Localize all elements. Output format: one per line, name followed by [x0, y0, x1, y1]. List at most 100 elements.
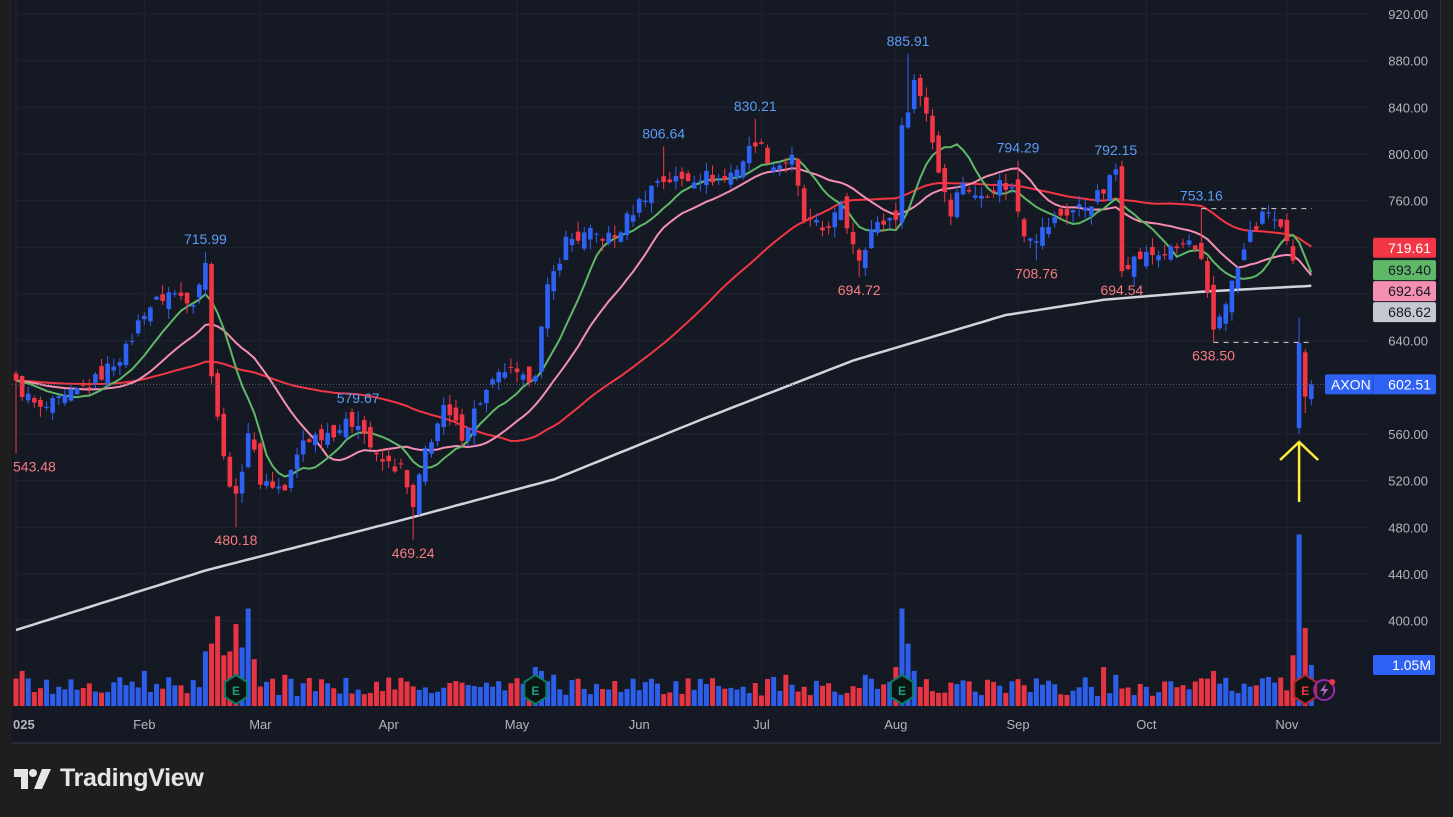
time-axis-label: Apr — [379, 717, 400, 732]
candle — [1260, 206, 1265, 226]
time-axis-label: Mar — [249, 717, 272, 732]
candle-body — [1260, 211, 1265, 224]
candle-body — [135, 320, 141, 334]
candle-body — [1015, 179, 1021, 212]
earnings-marker[interactable]: E — [223, 673, 248, 706]
candle-body — [667, 179, 673, 183]
time-axis-label: Nov — [1275, 717, 1299, 732]
earnings-marker[interactable]: E — [1293, 673, 1318, 706]
notification-dot-icon — [1329, 679, 1336, 685]
candle — [184, 292, 190, 314]
candle-body — [661, 176, 666, 183]
volume-bar — [905, 643, 911, 706]
volume-bar — [1223, 677, 1229, 706]
volume-bar — [447, 682, 453, 706]
candle-body — [679, 171, 685, 179]
volume-bar — [612, 681, 618, 706]
candle — [313, 432, 318, 453]
volume-bar — [196, 687, 202, 706]
candle — [1027, 237, 1033, 248]
volume-bar — [1284, 690, 1290, 706]
candle-body — [258, 443, 263, 485]
candle — [190, 303, 196, 314]
candle-body — [801, 188, 807, 221]
candle-body — [728, 172, 734, 185]
volume-bar — [826, 683, 832, 706]
volume-bar — [282, 674, 288, 706]
candle — [1095, 184, 1100, 205]
volume-bar — [624, 688, 630, 706]
volume-bar — [875, 688, 881, 706]
candle-body — [771, 167, 776, 172]
ma-price-tag-bg — [1373, 237, 1436, 258]
volume-bar — [1204, 678, 1210, 706]
candle-body — [93, 374, 98, 383]
candle — [624, 210, 630, 240]
candle — [68, 385, 74, 402]
volume-bar — [508, 683, 514, 706]
volume-bar — [862, 674, 868, 706]
candle-body — [300, 440, 306, 455]
volume-bar — [667, 692, 673, 706]
candle-body — [1272, 219, 1277, 221]
volume-bar — [68, 679, 74, 706]
earnings-icon — [523, 673, 548, 706]
candle — [594, 232, 599, 243]
volume-bar — [239, 647, 245, 706]
volume-bar — [648, 678, 654, 706]
candle — [765, 144, 770, 164]
price-tick-label: 840.00 — [1388, 100, 1428, 115]
volume-bar — [1076, 687, 1082, 706]
volume-bar — [386, 677, 392, 706]
candle-body — [649, 185, 654, 203]
candle-body — [19, 375, 25, 397]
candle — [661, 146, 666, 190]
volume-bar — [1229, 690, 1235, 706]
candle-body — [111, 366, 117, 371]
earnings-marker[interactable]: E — [523, 673, 548, 706]
candle-body — [1113, 169, 1119, 175]
candle — [386, 448, 392, 468]
volume-bar — [545, 681, 551, 706]
candle — [948, 193, 954, 226]
candle-body — [1217, 316, 1222, 329]
candle-body — [203, 262, 208, 290]
candle-body — [539, 326, 544, 372]
volume-bar — [1296, 534, 1302, 706]
volume-bar — [661, 694, 667, 706]
volume-bar — [942, 692, 948, 706]
tradingview-logo-icon — [14, 768, 51, 789]
volume-bar — [679, 693, 685, 706]
candle — [1290, 239, 1296, 265]
volume-bar — [1180, 685, 1186, 706]
candle — [960, 176, 966, 196]
volume-bar — [673, 681, 679, 706]
candle — [484, 388, 489, 413]
earnings-letter: E — [898, 684, 906, 698]
volume-bar — [471, 686, 477, 706]
volume-bar — [911, 670, 917, 706]
volume-bar — [600, 689, 606, 706]
candle-body — [612, 235, 618, 238]
candle-body — [38, 399, 43, 407]
candle-body — [826, 226, 831, 228]
candle-body — [44, 406, 49, 408]
candle-body — [808, 217, 813, 220]
candle — [1302, 348, 1308, 414]
volume-bar — [972, 691, 978, 706]
candle — [209, 262, 214, 384]
candle-body — [636, 199, 642, 213]
candle — [355, 411, 361, 440]
candle — [649, 185, 654, 213]
high-label: 715.99 — [184, 231, 227, 247]
volume-bar — [575, 678, 581, 706]
candle-body — [166, 292, 172, 310]
volume-bar — [441, 687, 447, 706]
volume-bar — [1021, 685, 1027, 706]
volume-bar — [459, 682, 465, 706]
volume-bar — [31, 692, 37, 706]
candle — [142, 311, 147, 326]
earnings-marker[interactable]: E — [889, 673, 914, 706]
candle — [728, 164, 734, 189]
